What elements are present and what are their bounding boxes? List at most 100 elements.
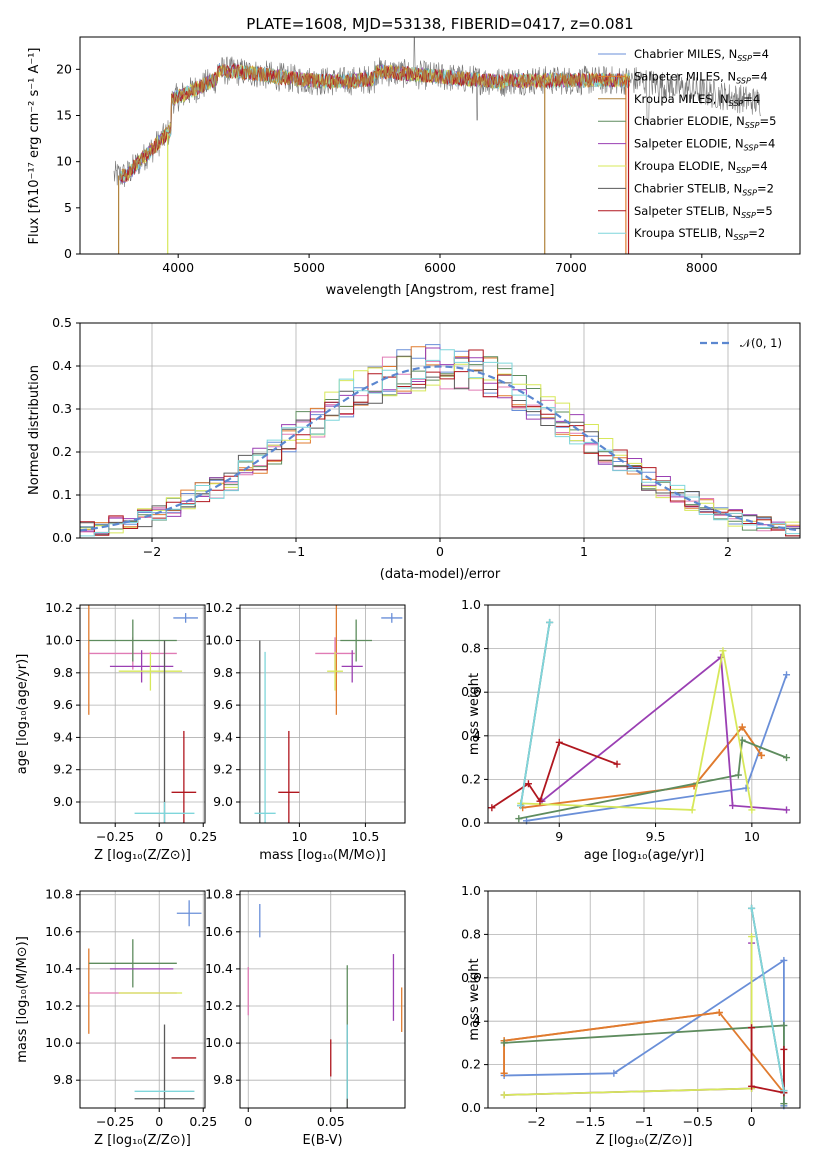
residual-xtick: 0: [436, 544, 444, 559]
ebv-mass-panel: 0 0.05 9.8 10.0 10.2 10.4 10.6 10.8 E(B-V): [205, 887, 406, 1148]
residual-histogram: [80, 349, 800, 537]
z-weight-panel: −2 −1.5 −1 −0.5 0 0.0 0.2 0.4 0.6 0.8 1.0 Z [log₁₀(…: [461, 883, 801, 1148]
residual-histograms: [80, 344, 800, 537]
ytick: 9.6: [53, 697, 73, 712]
residual-ytick: 0.0: [52, 530, 72, 545]
ytick: 0.2: [461, 771, 481, 786]
ytick: 10.6: [205, 924, 233, 939]
xtick: −0.25: [96, 829, 134, 844]
spectrum-xtick: 5000: [293, 260, 325, 275]
mass-age-panel: 10 10.5 9.0 9.2 9.4 9.6 9.8 10.0 10.2 mass [log₁₀…: [205, 600, 406, 863]
residual-legend: 𝒩(0, 1): [740, 336, 782, 350]
spectrum-ylabel: Flux [fλ10⁻¹⁷ erg cm⁻² s⁻¹ A⁻¹]: [27, 48, 42, 245]
gaussian-curve: [79, 365, 798, 532]
ytick: 0.0: [461, 815, 481, 830]
ytick: 9.4: [53, 729, 73, 744]
ytick: 10.0: [205, 1035, 233, 1050]
spectrum-xlabel: wavelength [Angstrom, rest frame]: [326, 283, 555, 298]
age-weight-panel: 9 9.5 10 0.0 0.2 0.4 0.6 0.8 1.0 age [log₁₀(age/y…: [461, 597, 801, 863]
spectrum-legend-entry: Salpeter MILES, NSSP=4: [634, 69, 768, 85]
spectrum-title: PLATE=1608, MJD=53138, FIBERID=0417, z=0…: [246, 15, 633, 33]
xtick: 9: [555, 829, 563, 844]
weight-series: [526, 674, 788, 822]
spectrum-ytick: 10: [56, 154, 72, 169]
weight-series: [750, 1027, 785, 1094]
z-mass-panel: −0.25 0 0.25 9.8 10.0 10.2 10.4 10.6 10.8 Z [log₁…: [15, 887, 217, 1148]
xtick: 0.25: [189, 1114, 217, 1129]
spectrum-series: [120, 63, 631, 182]
xtick: 0: [155, 1114, 163, 1129]
ytick: 9.4: [213, 729, 233, 744]
ytick: 9.0: [53, 794, 73, 809]
xtick: 0: [244, 1114, 252, 1129]
xtick: 9.5: [646, 829, 666, 844]
residual-xlabel: (data-model)/error: [380, 567, 501, 582]
xtick: 0: [155, 829, 163, 844]
weight-series: [518, 738, 787, 820]
xtick: −0.5: [683, 1114, 713, 1129]
z-age-ylabel: age [log₁₀(age/yr)]: [15, 654, 30, 775]
xtick: 0.25: [189, 829, 217, 844]
ytick: 1.0: [461, 597, 481, 612]
z-weight-ylabel: mass weight: [467, 958, 482, 1040]
z-mass-ylabel: mass [log₁₀(M/M⊙)]: [15, 936, 30, 1063]
residual-xtick: −2: [143, 544, 161, 559]
residual-xtick: −1: [287, 544, 305, 559]
ytick: 10.0: [205, 633, 233, 648]
xtick: 0: [748, 1114, 756, 1129]
weight-series: [504, 936, 753, 1096]
weight-series: [541, 655, 787, 811]
spectrum-legend-entry: Kroupa STELIB, NSSP=2: [634, 226, 765, 242]
ytick: 9.0: [213, 794, 233, 809]
spectrum-xtick: 6000: [424, 260, 456, 275]
weight-series: [504, 943, 753, 1096]
mass-age-xlabel: mass [log₁₀(M/M⊙)]: [259, 848, 386, 863]
z-age-panel: −0.25 0 0.25 9.0 9.2 9.4 9.6 9.8 10.0 10.2 Z [log₁…: [15, 600, 217, 863]
residual-ytick: 0.5: [52, 315, 72, 330]
xtick: 10: [291, 829, 307, 844]
ytick: 10.2: [205, 600, 233, 615]
z-weight-xlabel: Z [log₁₀(Z/Z⊙)]: [596, 1133, 693, 1148]
spectrum-xtick: 7000: [555, 260, 587, 275]
ytick: 1.0: [461, 883, 481, 898]
spectrum-legend-entry: Chabrier ELODIE, NSSP=5: [634, 114, 776, 130]
weight-series: [750, 908, 785, 1091]
ytick: 10.8: [45, 887, 73, 902]
xtick: −1.5: [575, 1114, 605, 1129]
residual-histogram: [80, 356, 800, 534]
xtick: 0.05: [317, 1114, 345, 1129]
spectrum-ytick: 5: [64, 200, 72, 215]
spectrum-ytick: 20: [56, 61, 72, 76]
residual-ytick: 0.3: [52, 401, 72, 416]
spectrum-legend-entry: Kroupa ELODIE, NSSP=4: [634, 159, 768, 175]
ytick: 9.8: [53, 1072, 73, 1087]
ytick: 0.8: [461, 926, 481, 941]
spectrum-legend-entry: Salpeter STELIB, NSSP=5: [634, 204, 773, 220]
spectrum-legend-entry: Chabrier STELIB, NSSP=2: [634, 181, 774, 197]
ytick: 9.8: [213, 665, 233, 680]
age-weight-xlabel: age [log₁₀(age/yr)]: [584, 848, 705, 863]
ytick: 0.2: [461, 1057, 481, 1072]
ytick: 10.6: [45, 924, 73, 939]
residual-xtick: 2: [724, 544, 732, 559]
ytick: 0.6: [461, 684, 481, 699]
ytick: 0.4: [461, 728, 481, 743]
weight-series: [519, 622, 551, 806]
ytick: 9.2: [213, 762, 233, 777]
ytick: 10.4: [45, 961, 73, 976]
residual-panel: −2 −1 0 1 2 0.0 0.1 0.2 0.3 0.4 0.5 (data-model)/e…: [27, 315, 801, 582]
parameter-panels: −0.25 0 0.25 9.0 9.2 9.4 9.6 9.8 10.0 10.2 Z [log₁…: [15, 597, 801, 1148]
spectrum-legend-entry: Chabrier MILES, NSSP=4: [634, 47, 769, 63]
ytick: 0.4: [461, 1013, 481, 1028]
ytick: 10.0: [45, 1035, 73, 1050]
ebv-mass-xlabel: E(B-V): [302, 1133, 342, 1148]
ytick: 0.6: [461, 970, 481, 985]
xtick: −0.25: [96, 1114, 134, 1129]
spectrum-xtick: 4000: [162, 260, 194, 275]
residual-ytick: 0.4: [52, 358, 72, 373]
xtick: −1: [635, 1114, 653, 1129]
z-age-xlabel: Z [log₁₀(Z/Z⊙)]: [94, 848, 191, 863]
residual-ytick: 0.1: [52, 487, 72, 502]
residual-ylabel: Normed distribution: [27, 365, 42, 495]
